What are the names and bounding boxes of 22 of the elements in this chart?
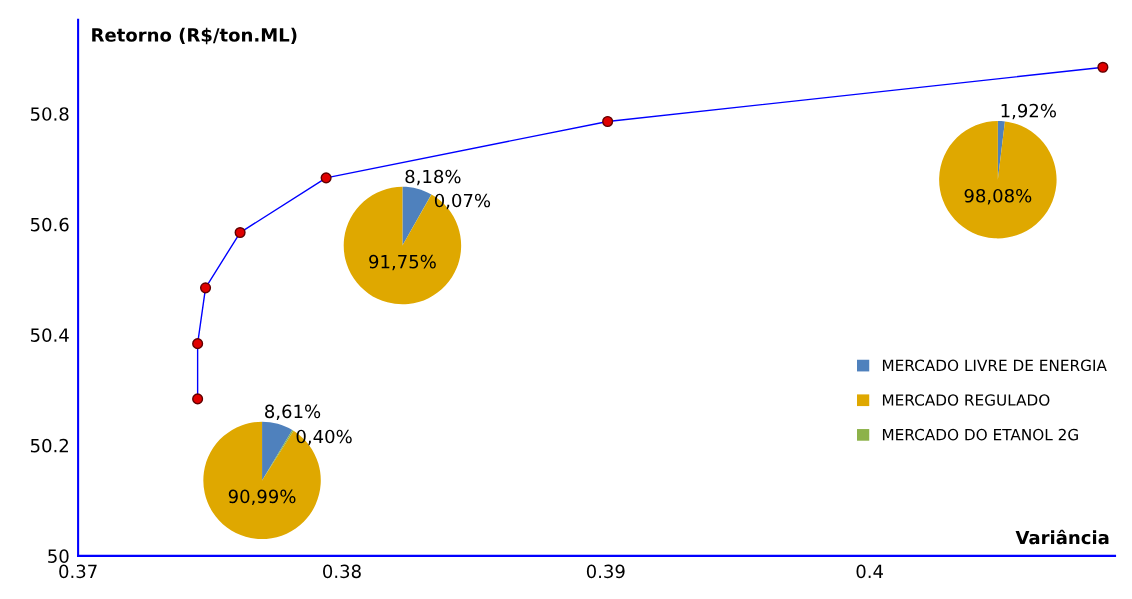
y-axis-title: Retorno (R$/ton.ML) [92, 27, 297, 45]
x-axis-title: Variância [1015, 529, 1109, 545]
pie-slice [939, 120, 1057, 239]
y-tick-label: 50.2 [30, 438, 68, 453]
legend-label: MERCADO DO ETANOL 2G [882, 428, 1078, 441]
pie-slice [262, 421, 293, 481]
x-tick-label: 0.39 [586, 564, 625, 579]
data-label: 1,92% [1001, 103, 1056, 120]
legend-label: MERCADO REGULADO [882, 394, 1050, 406]
legend-label: MERCADO LIVRE DE ENERGIA [882, 359, 1107, 372]
x-tick-label: 0.37 [59, 564, 97, 579]
y-tick-label: 50.4 [30, 328, 69, 342]
y-tick-label: 50.8 [30, 107, 69, 121]
data-label: 98,08% [964, 188, 1032, 205]
data-label: 8,61% [265, 404, 321, 421]
data-label: 8,18% [405, 169, 461, 186]
data-label: 90,99% [228, 489, 296, 506]
y-tick-label: 50 [48, 549, 69, 563]
x-tick-label: 0.38 [323, 564, 361, 579]
x-tick-label: 0.4 [856, 564, 883, 579]
y-tick-label: 50.6 [30, 217, 69, 232]
data-label: 91,75% [369, 254, 436, 271]
